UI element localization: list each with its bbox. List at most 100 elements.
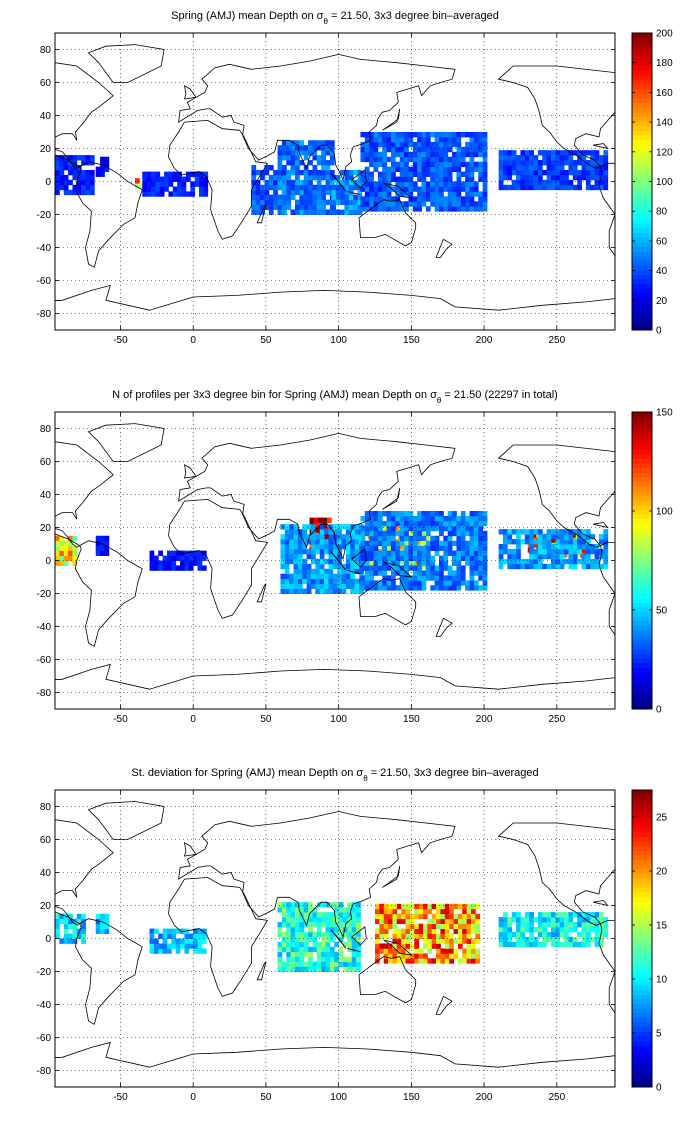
data-cell [172, 176, 178, 182]
data-cell [469, 171, 475, 177]
data-cell [473, 520, 479, 527]
data-cell [568, 553, 574, 560]
data-cell [453, 923, 459, 929]
data-cell [421, 515, 427, 522]
data-cell [377, 555, 383, 561]
data-cell [343, 931, 348, 938]
data-cell [555, 174, 561, 181]
data-cell [396, 938, 402, 944]
data-cell [104, 535, 110, 542]
data-cell [280, 588, 286, 594]
data-cell [482, 141, 488, 148]
data-cell [444, 958, 450, 964]
data-cell [404, 545, 409, 551]
data-cell [388, 958, 393, 964]
data-cell [329, 926, 335, 933]
data-cell [377, 550, 383, 556]
data-cell [268, 199, 274, 205]
data-cell [197, 565, 203, 571]
data-cell [391, 530, 396, 537]
data-cell [405, 923, 411, 929]
data-cell [142, 181, 148, 187]
data-region-4 [277, 902, 361, 972]
data-cell [321, 936, 326, 943]
data-cell [281, 199, 287, 205]
data-cell [404, 535, 409, 542]
data-cell [469, 186, 475, 192]
data-cell [197, 948, 203, 954]
data-cell [408, 136, 414, 143]
data-cell [421, 525, 427, 532]
data-cell [316, 961, 322, 967]
data-cell [434, 161, 440, 168]
data-cell [460, 580, 466, 586]
data-cell [537, 534, 543, 540]
data-cell [59, 160, 65, 166]
data-cell [555, 184, 561, 191]
data-cell [412, 570, 418, 576]
data-cell [452, 191, 457, 197]
data-cell [321, 189, 326, 196]
data-cell [356, 907, 361, 913]
data-cell [460, 515, 466, 522]
data-cell [386, 530, 392, 537]
data-cell [391, 201, 396, 207]
data-cell [360, 181, 366, 187]
data-cell [590, 917, 596, 923]
data-cell [81, 174, 86, 181]
data-cell [89, 155, 95, 161]
data-cell [316, 922, 322, 928]
data-cell [546, 563, 552, 570]
data-cell [369, 136, 374, 143]
data-cell [603, 563, 609, 570]
data-cell [188, 938, 194, 944]
data-cell [334, 956, 340, 962]
data-cell [162, 938, 168, 944]
data-cell [447, 136, 453, 143]
data-cell [63, 155, 69, 161]
data-cell [516, 563, 521, 570]
data-cell [443, 550, 449, 556]
data-cell [100, 156, 105, 163]
data-cell [533, 548, 539, 555]
data-cell [377, 580, 383, 586]
data-cell [594, 174, 600, 181]
data-cell [172, 186, 178, 192]
data-cell [559, 553, 565, 560]
data-cell [149, 933, 155, 939]
data-cell [354, 553, 360, 560]
data-cell [503, 544, 508, 550]
data-cell [334, 961, 340, 967]
data-cell [329, 931, 335, 938]
y-tick-label: 20 [40, 901, 52, 912]
data-cell [572, 150, 578, 156]
data-cell [436, 913, 441, 920]
data-cell [457, 958, 463, 964]
data-cell [452, 520, 457, 527]
data-cell [391, 555, 396, 561]
y-tick-label: -40 [37, 1000, 52, 1011]
data-cell [444, 928, 450, 934]
data-cell [377, 161, 383, 168]
data-cell [418, 913, 424, 920]
data-cell [360, 525, 366, 532]
data-cell [309, 517, 315, 523]
data-cell [295, 145, 300, 151]
data-cell [447, 585, 453, 591]
data-cell [348, 174, 354, 181]
data-cell [391, 166, 396, 172]
data-cell [503, 184, 508, 191]
data-cell [319, 578, 325, 584]
data-cell [334, 902, 340, 908]
data-cell [456, 585, 462, 591]
data-cell [63, 545, 69, 551]
data-cell [456, 520, 462, 527]
data-cell [447, 166, 453, 172]
x-tick-label: 50 [260, 1092, 272, 1103]
data-cell [482, 570, 488, 576]
data-cell [328, 558, 334, 565]
data-cell [434, 550, 440, 556]
data-cell [325, 902, 331, 908]
data-cell [312, 150, 318, 156]
